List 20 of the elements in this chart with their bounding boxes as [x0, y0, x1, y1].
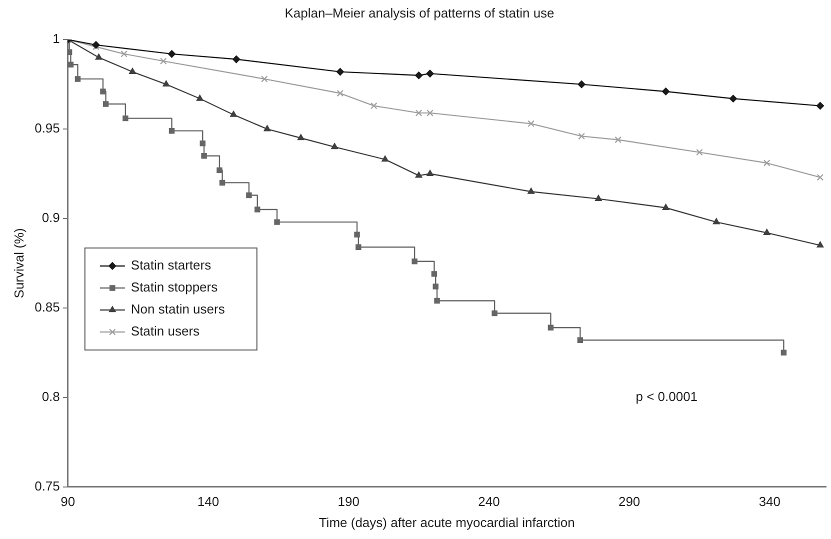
x-tick-label: 340 — [758, 494, 781, 510]
x-tick-label: 140 — [197, 494, 220, 510]
x-axis-title: Time (days) after acute myocardial infarction — [318, 514, 575, 530]
y-tick-label: 0.75 — [34, 478, 60, 494]
x-tick-label: 290 — [618, 494, 640, 510]
annotation: p < 0.0001 — [636, 388, 698, 404]
y-tick-label: 0.85 — [34, 300, 60, 314]
y-tick-label: 0.95 — [34, 120, 60, 136]
y-axis-title: Survival (%) — [11, 228, 26, 298]
x-tick-label: 90 — [60, 494, 76, 510]
y-tick-label: 0.9 — [42, 210, 60, 226]
legend-label: Statin stoppers — [130, 280, 218, 295]
y-tick-label: 0.8 — [42, 388, 60, 404]
legend-label: Non statin users — [130, 302, 226, 317]
legend-label: Statin starters — [130, 258, 212, 273]
chart-title: Kaplan–Meier analysis of patterns of statin use — [284, 5, 554, 20]
legend-label: Statin users — [130, 324, 200, 339]
x-tick-label: 240 — [478, 494, 500, 510]
x-tick-label: 190 — [338, 494, 360, 510]
y-tick-label: 1 — [52, 31, 60, 46]
